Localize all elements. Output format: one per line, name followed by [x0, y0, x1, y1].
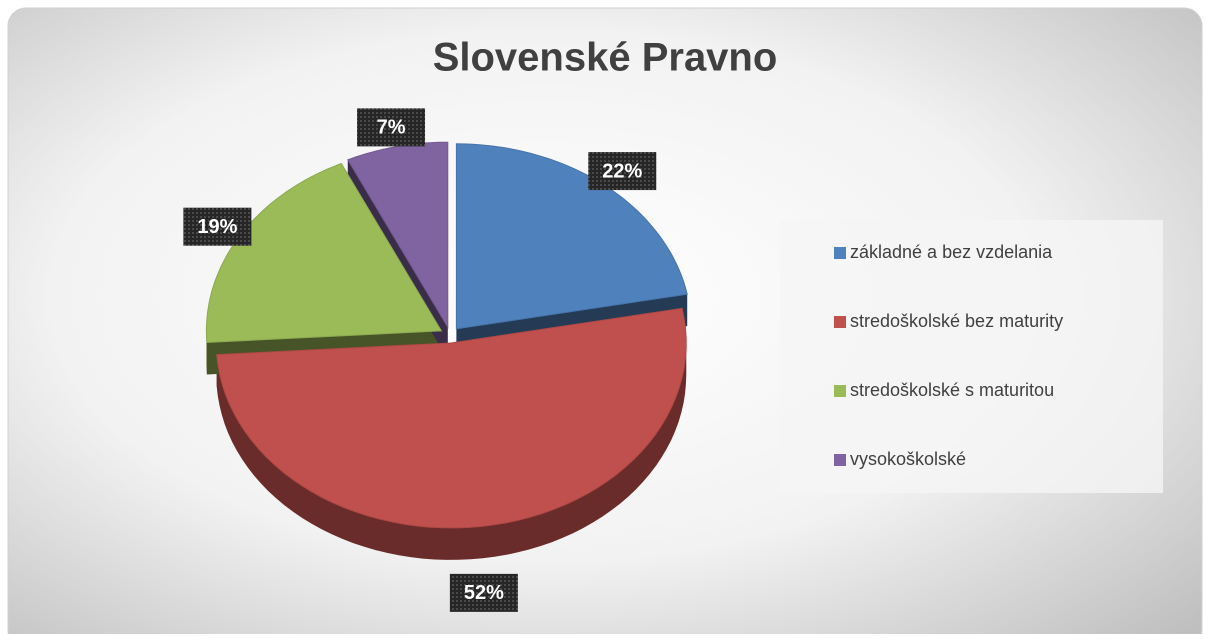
chart-title: Slovenské Pravno — [433, 36, 778, 80]
data-label: 52% — [464, 582, 504, 604]
legend-label: stredoškolské s maturitou — [850, 380, 1054, 400]
data-label-box — [357, 108, 426, 147]
legend-swatch — [834, 247, 846, 259]
data-label-box — [183, 207, 252, 246]
data-label: 7% — [377, 117, 406, 139]
data-label-box — [588, 152, 657, 191]
slice-side — [216, 342, 687, 560]
data-label: 19% — [197, 216, 237, 238]
legend-swatch — [834, 454, 846, 466]
legend-label: stredoškolské bez maturity — [850, 311, 1063, 331]
slice — [216, 307, 687, 529]
data-label: 22% — [602, 160, 642, 182]
legend-swatch — [834, 316, 846, 328]
slice — [347, 141, 449, 330]
legend-label: vysokoškolské — [850, 449, 966, 469]
pie — [205, 141, 688, 560]
data-label-box — [449, 573, 518, 612]
legend-label: základné a bez vzdelania — [850, 242, 1053, 262]
legend-box — [780, 220, 1163, 493]
legend-swatch — [834, 385, 846, 397]
